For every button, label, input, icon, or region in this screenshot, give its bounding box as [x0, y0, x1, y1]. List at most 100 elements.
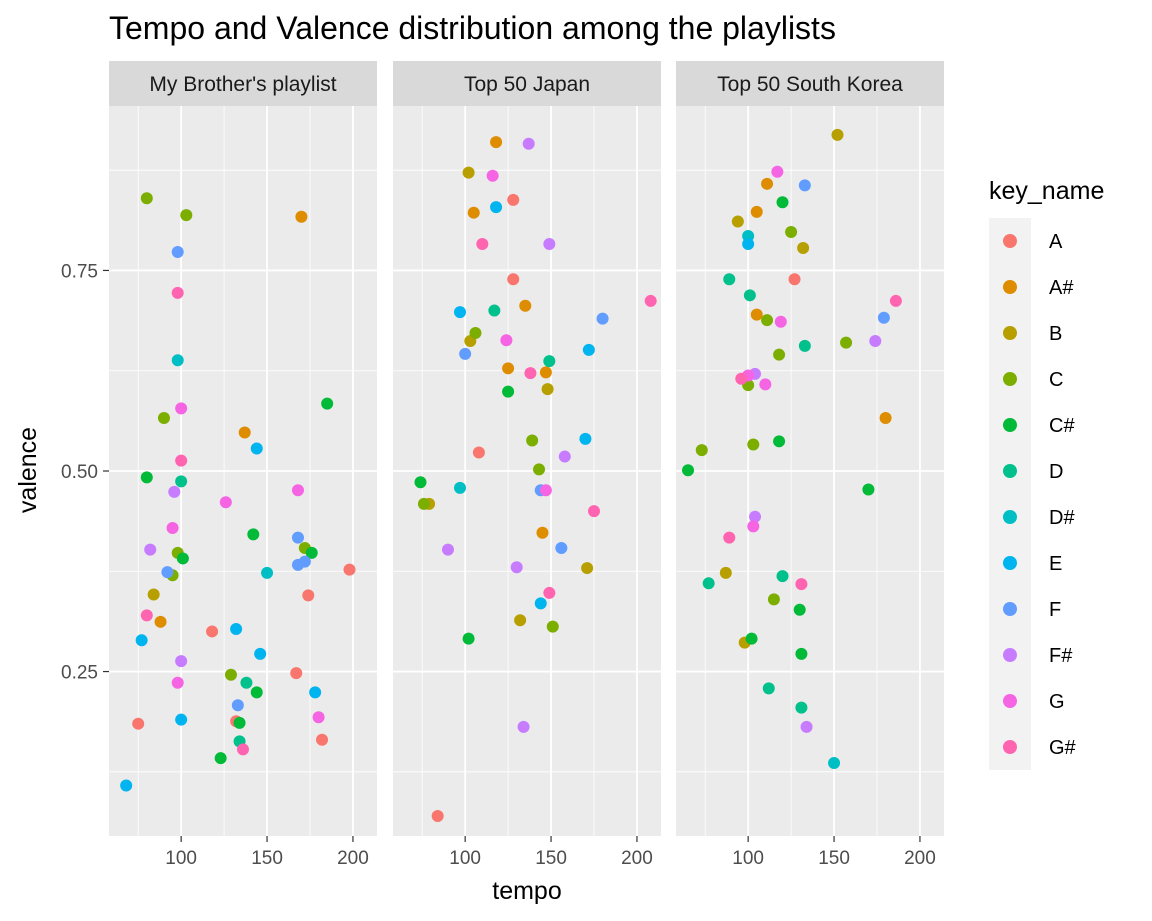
data-point — [321, 397, 334, 410]
data-point — [795, 701, 808, 714]
data-point — [761, 314, 774, 327]
facet-strip — [393, 61, 661, 106]
data-point — [533, 463, 546, 476]
data-point — [247, 528, 260, 541]
data-point — [175, 655, 188, 668]
data-point — [877, 311, 890, 324]
data-point — [469, 327, 482, 340]
legend-label: A — [1049, 231, 1063, 253]
data-point — [219, 496, 232, 509]
x-tick-label: 150 — [535, 848, 567, 869]
y-tick-label: 0.75 — [61, 261, 98, 282]
legend-key — [1003, 234, 1017, 248]
data-point — [742, 237, 755, 250]
data-point — [502, 385, 515, 398]
data-point — [797, 241, 810, 254]
facet-strip — [109, 61, 377, 106]
data-point — [774, 315, 787, 328]
legend-key — [1003, 556, 1017, 570]
data-point — [488, 304, 501, 317]
data-point — [762, 682, 775, 695]
data-point — [828, 757, 841, 769]
data-point — [879, 412, 892, 425]
data-point — [579, 432, 592, 445]
data-point — [476, 237, 489, 250]
data-point — [467, 206, 480, 219]
data-point — [795, 578, 808, 591]
data-point — [541, 383, 554, 396]
data-point — [224, 668, 237, 681]
data-point — [788, 273, 801, 286]
data-point — [175, 402, 188, 415]
y-axis-title: valence — [14, 427, 42, 513]
data-point — [417, 497, 430, 510]
data-point — [175, 713, 188, 726]
data-point — [316, 733, 329, 746]
data-point — [176, 552, 189, 565]
data-point — [776, 196, 789, 209]
data-point — [291, 531, 304, 544]
data-point — [120, 779, 133, 792]
x-tick-label: 200 — [337, 848, 369, 869]
data-point — [793, 603, 806, 616]
legend-label: B — [1049, 323, 1062, 345]
data-point — [462, 166, 475, 179]
data-point — [238, 426, 251, 439]
legend-keys-background — [989, 218, 1031, 770]
data-point — [147, 588, 160, 601]
data-point — [582, 343, 595, 356]
x-tick-label: 100 — [449, 848, 481, 869]
data-point — [723, 531, 736, 544]
data-point — [514, 614, 527, 627]
facet-strip-label: Top 50 South Korea — [717, 73, 903, 96]
facet-strip — [676, 61, 944, 106]
data-point — [486, 169, 499, 182]
data-point — [555, 542, 568, 555]
data-point — [414, 476, 427, 489]
data-point — [747, 520, 760, 533]
legend-key — [1003, 326, 1017, 340]
data-point — [302, 589, 315, 602]
legend-label: C — [1049, 369, 1063, 391]
legend-key — [1003, 510, 1017, 524]
data-point — [761, 177, 774, 190]
data-point — [161, 566, 174, 579]
data-point — [295, 210, 308, 223]
x-tick-label: 150 — [818, 848, 850, 869]
data-point — [500, 334, 513, 347]
data-point — [767, 593, 780, 606]
data-point — [546, 620, 559, 633]
data-point — [507, 193, 520, 206]
data-point — [441, 543, 454, 556]
data-point — [157, 412, 170, 425]
legend-label: G# — [1049, 737, 1077, 759]
legend: key_name A A# B C C# D D# E F F# G G# — [989, 177, 1104, 770]
data-point — [543, 237, 556, 250]
data-point — [581, 562, 594, 575]
data-point — [154, 615, 167, 628]
data-point — [214, 752, 227, 765]
legend-key — [1003, 602, 1017, 616]
data-point — [454, 481, 466, 494]
data-point — [831, 128, 844, 141]
facet-panel: Top 50 South Korea 100 150 200 — [676, 61, 944, 869]
data-point — [490, 201, 503, 214]
data-point — [889, 294, 902, 307]
data-point — [507, 273, 520, 286]
data-point — [459, 347, 472, 360]
data-point — [175, 454, 188, 467]
data-point — [731, 215, 744, 228]
x-tick-label: 100 — [165, 848, 197, 869]
y-tick-label: 0.50 — [61, 462, 98, 483]
data-point — [596, 312, 609, 325]
data-point — [735, 372, 748, 385]
data-point — [524, 367, 537, 380]
legend-key — [1003, 418, 1017, 432]
data-point — [140, 609, 153, 622]
data-point — [750, 205, 763, 218]
data-point — [254, 647, 267, 660]
data-point — [539, 366, 552, 379]
data-point — [510, 561, 523, 574]
